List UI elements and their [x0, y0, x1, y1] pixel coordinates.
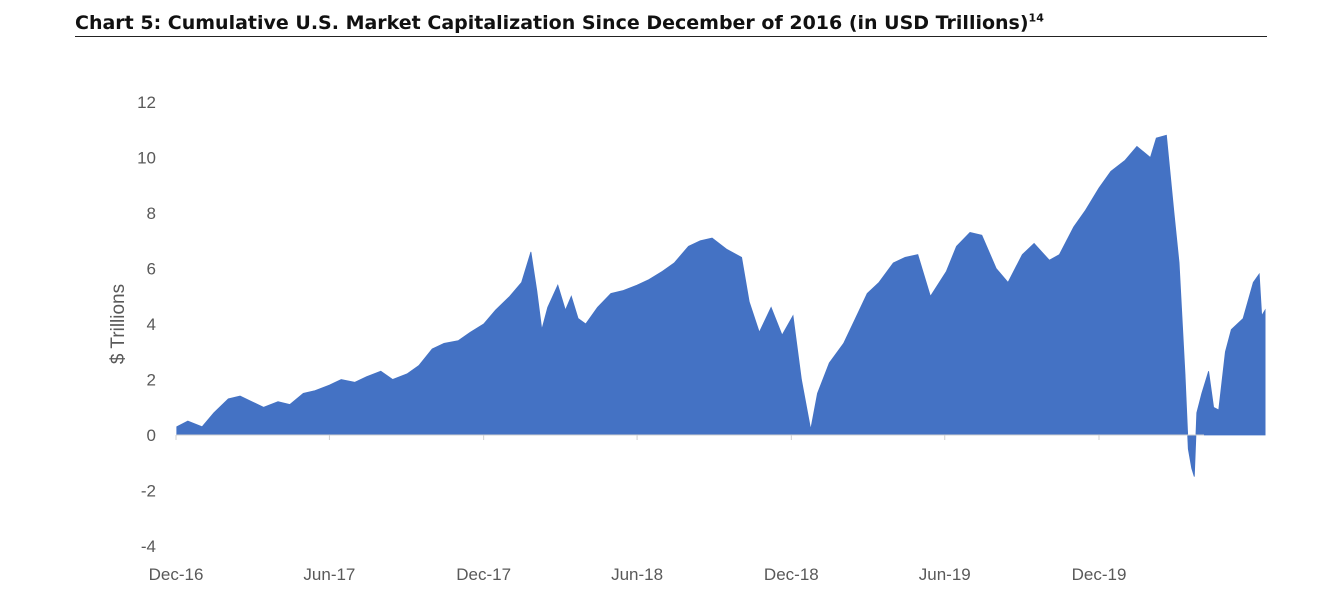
chart-title-text: Chart 5: Cumulative U.S. Market Capitali… [75, 12, 1029, 35]
y-tick-label: 0 [147, 426, 156, 445]
y-tick-label: 4 [147, 315, 156, 334]
x-tick-label: Jun-19 [919, 565, 971, 584]
chart-title-bar: Chart 5: Cumulative U.S. Market Capitali… [75, 12, 1267, 38]
x-tick-label: Dec-18 [764, 565, 819, 584]
y-tick-label: 12 [137, 93, 156, 112]
plot-area [176, 134, 1266, 477]
y-tick-label: -2 [141, 482, 156, 501]
x-tick-label: Jun-18 [611, 565, 663, 584]
y-tick-label: 10 [137, 149, 156, 168]
market-cap-area [176, 134, 1266, 477]
y-tick-label: -4 [141, 537, 156, 556]
y-tick-label: 6 [147, 260, 156, 279]
x-axis: Dec-16 Jun-17 Dec-17 Jun-18 Dec-18 Jun-19 Dec-… [149, 435, 1127, 584]
y-axis-label: $ Trillions [108, 284, 129, 364]
chart-title: Chart 5: Cumulative U.S. Market Capitali… [75, 12, 1044, 34]
y-tick-label: 8 [147, 204, 156, 223]
x-tick-label: Jun-17 [303, 565, 355, 584]
y-axis: 12 10 8 6 4 2 0 -2 -4 [137, 93, 156, 556]
x-tick-label: Dec-16 [149, 565, 204, 584]
y-tick-label: 2 [147, 371, 156, 390]
x-tick-label: Dec-19 [1072, 565, 1127, 584]
x-tick-label: Dec-17 [456, 565, 511, 584]
chart-title-footnote: 14 [1028, 12, 1044, 25]
